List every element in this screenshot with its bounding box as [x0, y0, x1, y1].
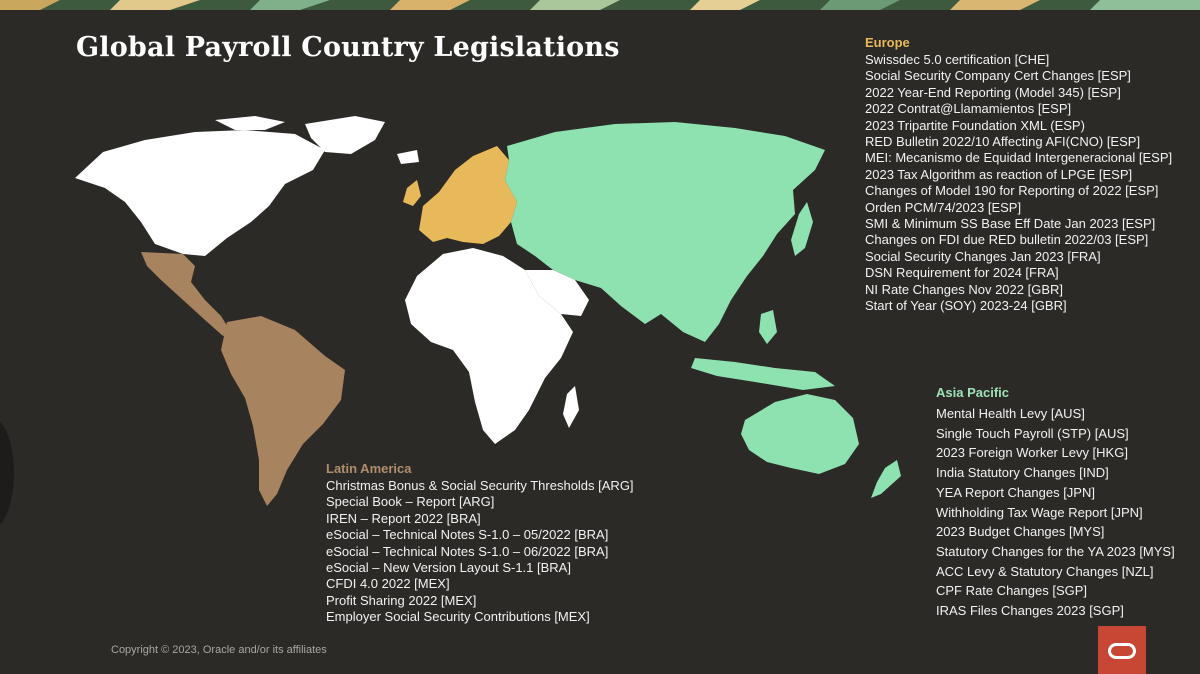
- australia-shape: [741, 394, 859, 474]
- list-item: eSocial – New Version Layout S-1.1 [BRA]: [326, 560, 571, 576]
- list-item: NI Rate Changes Nov 2022 [GBR]: [865, 281, 1063, 297]
- latin-america-list: Christmas Bonus & Social Security Thresh…: [326, 478, 634, 626]
- list-item: 2022 Year-End Reporting (Model 345) [ESP…: [865, 84, 1121, 100]
- indonesia-shape: [691, 358, 835, 390]
- asia-pacific-heading: Asia Pacific: [936, 385, 1009, 400]
- decorative-banner: [0, 0, 1200, 10]
- arctic-islands-shape: [215, 116, 285, 130]
- oracle-ring-icon: [1108, 643, 1136, 659]
- madagascar-shape: [563, 386, 579, 428]
- central-america-shape: [141, 252, 231, 336]
- list-item: Special Book – Report [ARG]: [326, 494, 495, 510]
- arabia-shape: [525, 270, 589, 316]
- list-item: Swissdec 5.0 certification [CHE]: [865, 52, 1050, 67]
- latin-america-section: Latin America Christmas Bonus & Social S…: [326, 461, 634, 626]
- north-america-shape: [75, 130, 325, 256]
- oracle-logo-icon: [1098, 626, 1146, 674]
- list-item: DSN Requirement for 2024 [FRA]: [865, 265, 1059, 281]
- list-item: SMI & Minimum SS Base Eff Date Jan 2023 …: [865, 216, 1156, 232]
- south-america-shape: [221, 316, 345, 506]
- list-item: MEI: Mecanismo de Equidad Intergeneracio…: [865, 150, 1173, 166]
- europe-shape: [419, 146, 517, 244]
- list-item: 2023 Budget Changes [MYS]: [936, 524, 1105, 540]
- europe-heading: Europe: [865, 35, 910, 50]
- asia-pacific-section: Asia Pacific Mental Health Levy [AUS] Si…: [936, 385, 1175, 621]
- philippines-shape: [759, 310, 777, 344]
- list-item: Social Security Company Cert Changes [ES…: [865, 68, 1131, 84]
- list-item: eSocial – Technical Notes S-1.0 – 06/202…: [326, 543, 609, 559]
- uk-shape: [403, 180, 421, 206]
- list-item: 2023 Tax Algorithm as reaction of LPGE […: [865, 166, 1133, 182]
- list-item: Orden PCM/74/2023 [ESP]: [865, 199, 1022, 215]
- list-item: Employer Social Security Contributions […: [326, 609, 590, 625]
- list-item: Christmas Bonus & Social Security Thresh…: [326, 478, 634, 493]
- list-item: CFDI 4.0 2022 [MEX]: [326, 576, 450, 592]
- iceland-shape: [397, 150, 419, 164]
- europe-list: Swissdec 5.0 certification [CHE] Social …: [865, 52, 1172, 315]
- list-item: Single Touch Payroll (STP) [AUS]: [936, 425, 1129, 441]
- list-item: 2023 Tripartite Foundation XML (ESP): [865, 117, 1085, 133]
- greenland-shape: [305, 116, 385, 154]
- copyright-text: Copyright © 2023, Oracle and/or its affi…: [111, 644, 327, 656]
- list-item: RED Bulletin 2022/10 Affecting AFI(CNO) …: [865, 134, 1141, 150]
- list-item: Start of Year (SOY) 2023-24 [GBR]: [865, 298, 1067, 314]
- list-item: 2022 Contrat@Llamamientos [ESP]: [865, 101, 1072, 117]
- list-item: Social Security Changes Jan 2023 [FRA]: [865, 248, 1101, 264]
- list-item: Changes on FDI due RED bulletin 2022/03 …: [865, 232, 1149, 248]
- list-item: Mental Health Levy [AUS]: [936, 406, 1085, 421]
- africa-shape: [405, 248, 573, 444]
- list-item: Statutory Changes for the YA 2023 [MYS]: [936, 543, 1175, 559]
- list-item: Changes of Model 190 for Reporting of 20…: [865, 183, 1159, 199]
- slide-title: Global Payroll Country Legislations: [76, 32, 620, 63]
- asia-pacific-list: Mental Health Levy [AUS] Single Touch Pa…: [936, 404, 1175, 621]
- list-item: CPF Rate Changes [SGP]: [936, 583, 1088, 599]
- list-item: India Statutory Changes [IND]: [936, 465, 1109, 481]
- list-item: IRAS Files Changes 2023 [SGP]: [936, 603, 1124, 619]
- decorative-circle: [0, 418, 14, 528]
- new-zealand-shape: [871, 460, 901, 498]
- asia-shape: [505, 122, 825, 342]
- list-item: 2023 Foreign Worker Levy [HKG]: [936, 445, 1128, 461]
- world-map: [75, 116, 901, 506]
- list-item: Profit Sharing 2022 [MEX]: [326, 592, 477, 608]
- latin-america-heading: Latin America: [326, 461, 412, 476]
- japan-shape: [791, 202, 813, 256]
- list-item: YEA Report Changes [JPN]: [936, 484, 1095, 500]
- europe-section: Europe Swissdec 5.0 certification [CHE] …: [865, 35, 1172, 315]
- list-item: eSocial – Technical Notes S-1.0 – 05/202…: [326, 527, 609, 543]
- list-item: IREN – Report 2022 [BRA]: [326, 510, 481, 526]
- list-item: ACC Levy & Statutory Changes [NZL]: [936, 563, 1154, 579]
- list-item: Withholding Tax Wage Report [JPN]: [936, 504, 1143, 520]
